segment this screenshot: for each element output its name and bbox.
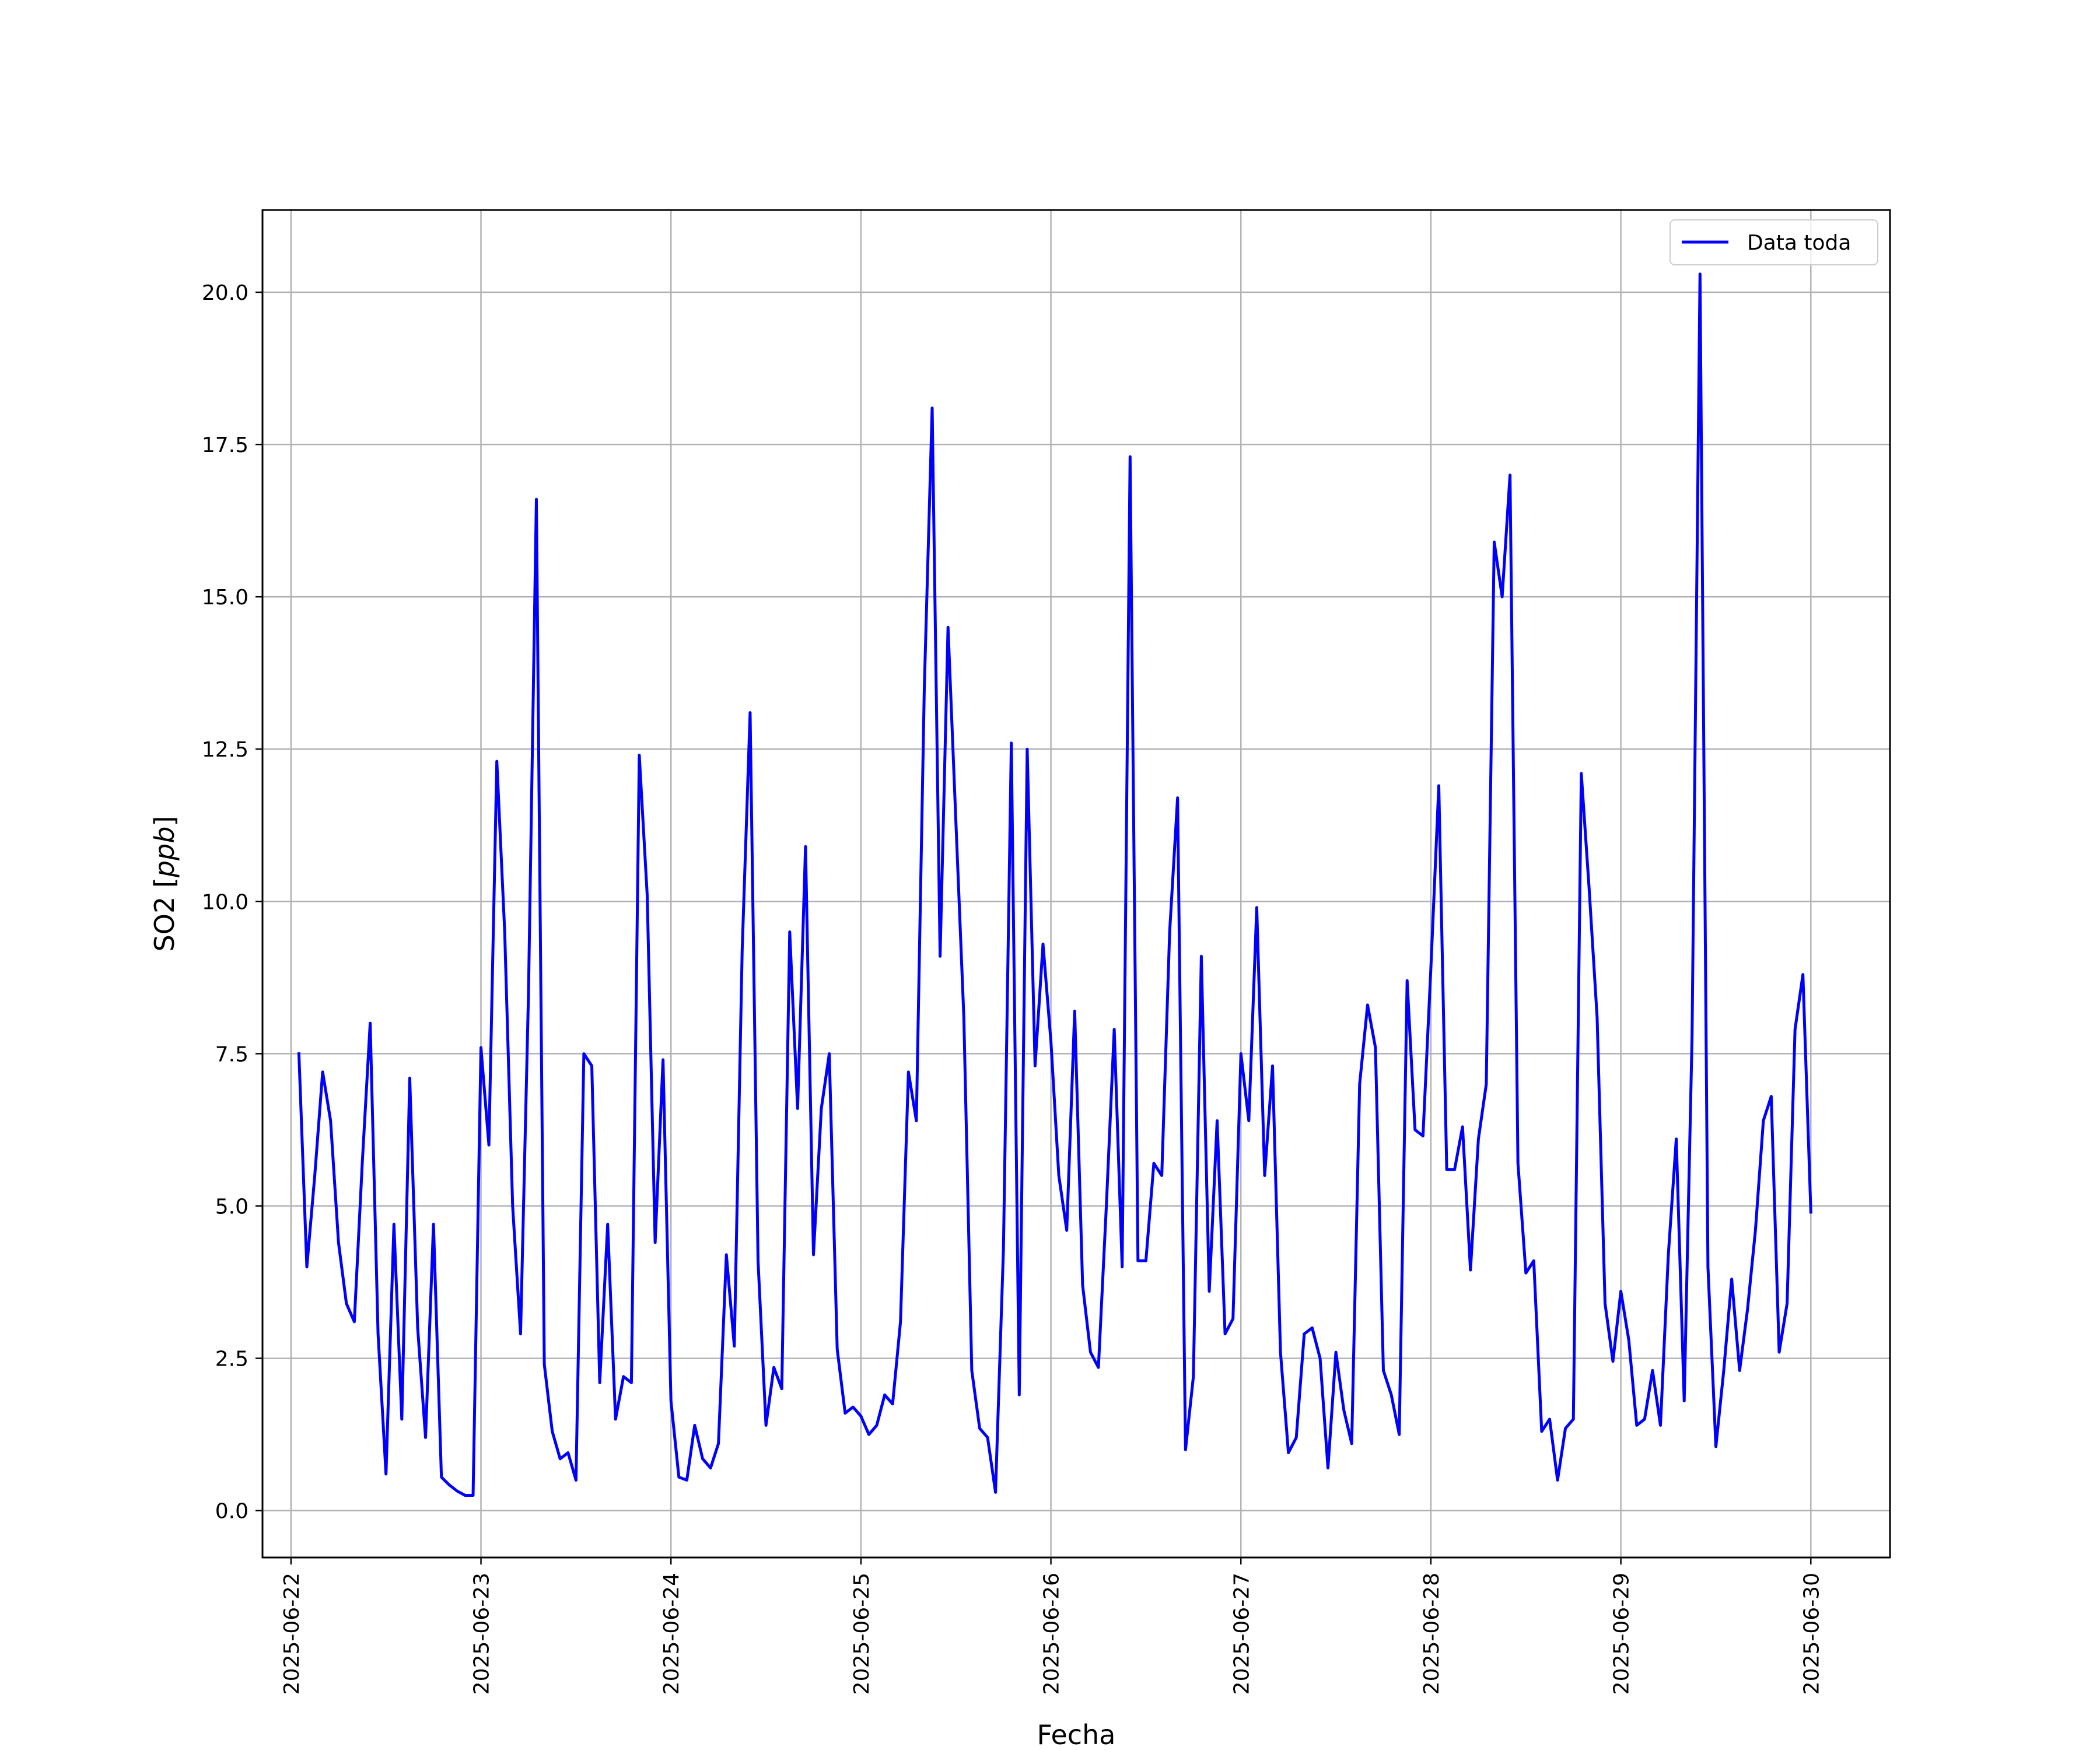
x-tick-label: 2025-06-30	[1800, 1573, 1824, 1695]
series-layer	[297, 272, 1812, 1497]
series-line-data-toda	[297, 272, 1812, 1497]
y-axis-label-prefix: SO2 [	[149, 877, 180, 951]
x-tick-label: 2025-06-26	[1040, 1573, 1064, 1695]
x-tick-label: 2025-06-22	[280, 1573, 304, 1695]
x-tick-label: 2025-06-23	[470, 1573, 494, 1695]
x-tick-label: 2025-06-27	[1230, 1573, 1254, 1695]
y-tick-label: 5.0	[215, 1195, 249, 1219]
y-axis-label-suffix: ]	[149, 816, 180, 827]
y-tick-labels: 0.0 2.5 5.0 7.5 10.0 12.5 15.0 17.5 20.0	[202, 281, 249, 1524]
legend-label: Data toda	[1747, 231, 1851, 255]
x-tick-label: 2025-06-28	[1420, 1573, 1444, 1695]
y-tick-label: 15.0	[202, 586, 249, 610]
y-axis-label: SO2 [ppb]	[149, 816, 180, 952]
y-tick-label: 2.5	[215, 1348, 249, 1371]
x-axis-label: Fecha	[1037, 1719, 1116, 1750]
y-tick-label: 0.0	[215, 1500, 249, 1524]
legend-box	[1670, 219, 1878, 265]
grid-lines	[262, 210, 1890, 1558]
x-tick-label: 2025-06-25	[850, 1573, 874, 1695]
y-tick-label: 10.0	[202, 890, 249, 914]
y-tick-label: 7.5	[215, 1042, 249, 1066]
legend: Data toda	[1670, 219, 1878, 265]
plot-frame	[261, 209, 1891, 1559]
tick-marks	[256, 291, 1812, 1564]
x-tick-labels: 2025-06-22 2025-06-23 2025-06-24 2025-06-25…	[280, 1573, 1824, 1695]
y-tick-label: 17.5	[202, 433, 249, 457]
y-tick-label: 20.0	[202, 281, 249, 305]
y-tick-label: 12.5	[202, 738, 249, 762]
x-tick-label: 2025-06-29	[1610, 1573, 1634, 1695]
x-tick-label: 2025-06-24	[660, 1573, 684, 1695]
y-axis-label-unit: ppb	[149, 827, 180, 878]
